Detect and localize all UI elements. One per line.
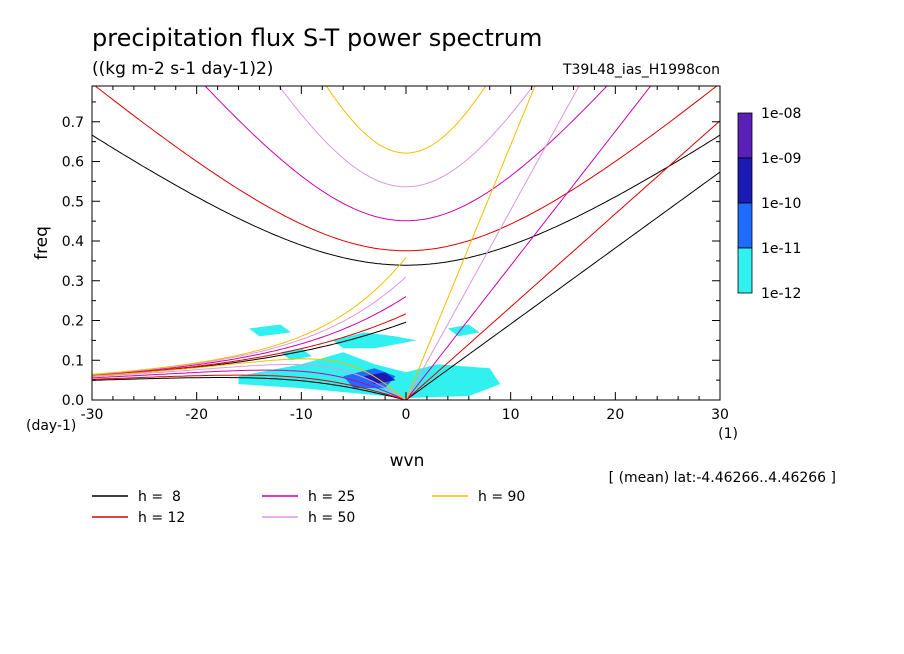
dispersion-curves [92, 86, 720, 400]
x-tick-label-m10: -10 [290, 407, 313, 423]
kelvin-curve-h12 [405, 120, 720, 400]
legend-label-h12: h = 12 [138, 510, 185, 526]
y-tick-label-0-2: 0.2 [62, 314, 84, 330]
colorbar-label-3: 1e-11 [761, 241, 801, 257]
x-tick-label-0: 0 [402, 407, 411, 423]
ig-curve-h90 [325, 86, 487, 154]
ig-curve-h25 [204, 86, 608, 222]
x-tick-label-20: 20 [606, 407, 624, 423]
er-curve-h12 [92, 374, 407, 400]
kelvin-curve-h25 [405, 86, 652, 400]
x-tick-label-m30: -30 [81, 407, 104, 423]
y-axis: 0.0 0.1 0.2 0.3 0.4 0.5 0.6 0.7 [62, 101, 720, 409]
er-curve-h50 [92, 364, 407, 400]
x-axis: -30 -20 -10 0 10 20 30 [81, 86, 729, 423]
colorbar-swatch-2 [737, 202, 753, 249]
y-tick-label-0-5: 0.5 [62, 194, 84, 210]
legend-label-h8: h = 8 [138, 489, 181, 505]
er-curve-h90 [92, 358, 407, 400]
kelvin-curve-h50 [405, 86, 580, 400]
legend-label-h25: h = 25 [308, 489, 355, 505]
colorbar: 1e-08 1e-09 1e-10 1e-11 1e-12 [737, 106, 801, 302]
y-tick-label-0-4: 0.4 [62, 234, 84, 250]
ig-curve-h12 [94, 86, 718, 252]
y-tick-label-0-1: 0.1 [62, 353, 84, 369]
ig-curve-h8 [92, 134, 720, 266]
chart-title: precipitation flux S-T power spectrum [92, 24, 542, 52]
x-tick-label-m20: -20 [185, 407, 208, 423]
x-unit-label: (1) [718, 426, 738, 442]
x-tick-label-30: 30 [711, 407, 729, 423]
kelvin-curve-h8 [405, 171, 720, 400]
power-region-2 [249, 324, 291, 337]
plot-frame [91, 85, 721, 401]
y-tick-label-0-7: 0.7 [62, 115, 84, 131]
colorbar-swatch-3 [737, 247, 753, 294]
er-curve-h8 [92, 377, 407, 400]
colorbar-label-2: 1e-10 [761, 196, 801, 212]
y-tick-label-0-0: 0.0 [62, 393, 84, 409]
power-region-1 [332, 332, 417, 349]
power-regions [238, 324, 501, 398]
colorbar-label-0: 1e-08 [761, 106, 801, 122]
x-tick-label-10: 10 [502, 407, 520, 423]
legend-label-h90: h = 90 [478, 489, 525, 505]
y-tick-label-0-6: 0.6 [62, 155, 84, 171]
y-tick-label-0-3: 0.3 [62, 274, 84, 290]
legend-label-h50: h = 50 [308, 510, 355, 526]
chart-subtitle: ((kg m-2 s-1 day-1)2) [92, 59, 273, 79]
power-region-3 [447, 324, 480, 337]
kelvin-curve-h90 [405, 86, 536, 400]
mrg-curve-h12 [92, 313, 407, 377]
y-axis-label: freq [32, 226, 52, 260]
colorbar-label-1: 1e-09 [761, 151, 801, 167]
colorbar-swatch-0 [737, 112, 753, 159]
run-label: T39L48_ias_H1998con [562, 62, 720, 78]
x-axis-label: wvn [390, 451, 425, 471]
legend: h = 8 h = 12 h = 25 h = 50 h = 90 [92, 489, 525, 526]
ig-curve-h50 [278, 86, 534, 188]
colorbar-swatch-1 [737, 157, 753, 204]
footnote: [ (mean) lat:-4.46266..4.46266 ] [609, 470, 836, 486]
mrg-curve-h25 [92, 296, 407, 376]
colorbar-label-4: 1e-12 [761, 286, 801, 302]
er-curve-h25 [92, 369, 407, 400]
y-unit-label: (day-1) [26, 418, 76, 434]
mrg-curve-h90 [92, 257, 407, 375]
